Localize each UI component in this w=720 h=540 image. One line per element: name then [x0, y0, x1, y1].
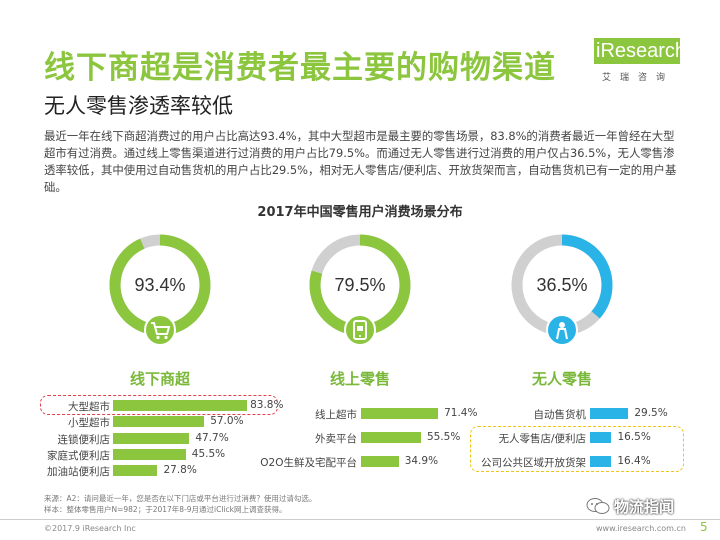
bar-category-label: 线上超市 [315, 409, 357, 421]
logo-box [594, 38, 680, 64]
wechat-watermark-text: 物流指闻 [614, 498, 675, 516]
group-label: 线下商超 [130, 370, 191, 388]
bar [113, 432, 190, 444]
group-label: 无人零售 [532, 370, 593, 388]
bar-category-label: 家庭式便利店 [47, 449, 110, 462]
footnote: 来源：A2：请问最近一年，您是否在以下门店或平台进行过消费？使用过请勾选。 样本… [44, 493, 316, 515]
bar-value-label: 34.9% [404, 455, 439, 467]
footnote-sample: 样本：整体零售用户N=982；于2017年8-9月通过iClick网上调查获得。 [44, 505, 287, 514]
bar [590, 408, 629, 419]
highlight-box-yellow [470, 426, 684, 472]
chart-title: 2017年中国零售用户消费场景分布 [257, 205, 463, 220]
donut-1: 93.4% [109, 234, 211, 346]
bar [361, 456, 399, 467]
bar-category-label: 无人零售店/便利店 [498, 433, 586, 445]
bar [113, 400, 248, 411]
bar-category-label: O2O生鲜及宅配平台 [260, 457, 357, 469]
vending-person-icon [546, 314, 578, 346]
bar-category-label: 外卖平台 [315, 433, 357, 445]
logo-text: iResearch [596, 40, 687, 62]
page-title: 线下商超是消费者最主要的购物渠道 [44, 50, 556, 86]
logo-cn: 艾瑞咨询 [602, 73, 675, 83]
donut-value-label: 93.4% [134, 275, 185, 295]
mobile-shopping-icon [344, 314, 376, 346]
bar-value-label: 45.5% [191, 447, 226, 460]
bar [361, 432, 421, 443]
bar [113, 465, 158, 477]
page-subtitle: 无人零售渗透率较低 [44, 94, 233, 118]
donut-2: 79.5% [309, 234, 411, 346]
donut-arc [511, 234, 613, 336]
bar-value-label: 29.5% [634, 407, 668, 419]
bar-value-label: 47.7% [195, 431, 229, 444]
bar-value-label: 16.4% [617, 455, 651, 467]
wechat-watermark: 物流指闻 [586, 496, 716, 516]
footnote-source: 来源：A2：请问最近一年，您是否在以下门店或平台进行过消费？使用过请勾选。 [44, 494, 317, 503]
page-number: 5 [700, 520, 708, 534]
highlight-box-red [40, 395, 278, 415]
bar [590, 432, 612, 443]
bar-category-label: 加油站便利店 [47, 466, 110, 479]
iresearch-logo: iResearch 艾瑞咨询 [578, 36, 686, 88]
footer-divider [0, 519, 720, 520]
donut-value-label: 79.5% [334, 275, 385, 295]
footer-copyright: ©2017.9 iResearch Inc [44, 524, 136, 533]
bar-category-label: 小型超市 [68, 417, 110, 430]
bar-category-label: 公司公共区域开放货架 [481, 457, 586, 469]
bar-category-label: 大型超市 [68, 401, 110, 413]
bar [113, 448, 186, 460]
bar-value-label: 55.5% [426, 431, 461, 443]
bar-category-label: 自动售货机 [533, 409, 587, 421]
wechat-icon [586, 498, 610, 514]
bar [361, 408, 439, 419]
bar-category-label: 连锁便利店 [57, 433, 111, 446]
footer-site: www.iresearch.com.cn [596, 524, 686, 533]
bar-value-label: 16.5% [617, 431, 651, 443]
donut-value-label: 36.5% [536, 275, 587, 295]
bar [113, 416, 205, 428]
group-label: 线上零售 [330, 370, 391, 388]
bar-value-label: 71.4% [444, 407, 478, 419]
bar-value-label: 27.8% [163, 464, 197, 477]
intro-paragraph: 最近一年在线下商超消费过的用户占比高达93.4%，其中大型超市是最主要的零售场景… [44, 129, 677, 194]
bar-value-label: 57.0% [210, 415, 244, 428]
donut-3: 36.5% [511, 234, 613, 346]
bar [590, 456, 612, 467]
shopping-cart-icon [144, 314, 176, 346]
